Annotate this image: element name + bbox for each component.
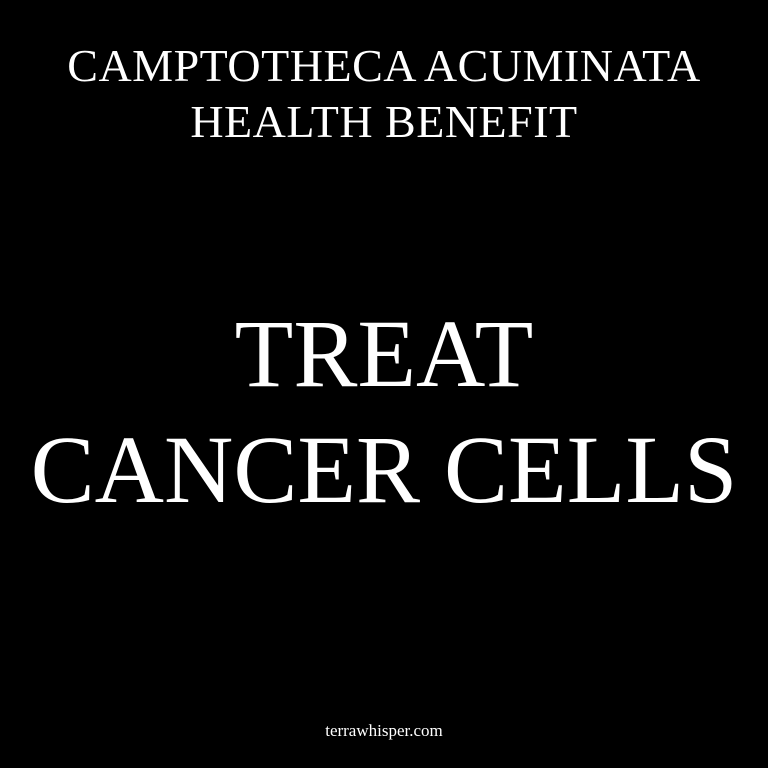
heading-line-1: CAMPTOTHECA ACUMINATA (67, 40, 701, 91)
website-credit: terrawhisper.com (325, 721, 443, 740)
benefit-line-2: CANCER CELLS (30, 416, 738, 523)
benefit-line-1: TREAT (234, 300, 534, 407)
heading: CAMPTOTHECA ACUMINATA HEALTH BENEFIT (0, 38, 768, 150)
benefit-statement: TREAT CANCER CELLS (0, 296, 768, 528)
heading-line-2: HEALTH BENEFIT (190, 96, 578, 147)
